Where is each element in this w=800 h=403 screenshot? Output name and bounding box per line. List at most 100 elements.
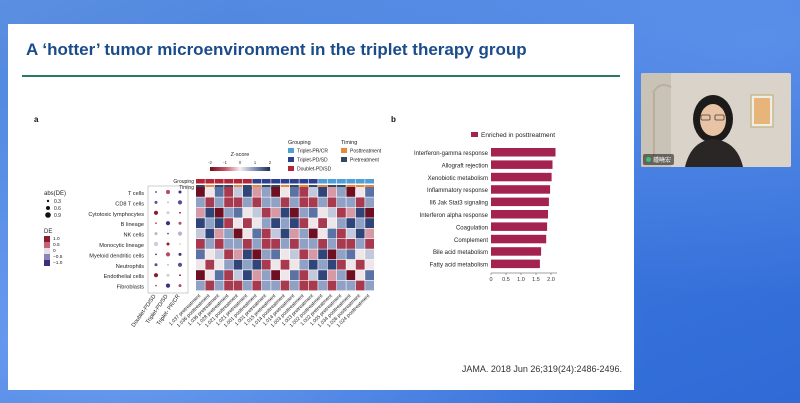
- heatmap-cell: [280, 280, 290, 291]
- zscore-tick-label: 0: [239, 160, 242, 165]
- heatmap-cell: [271, 239, 280, 249]
- de-dot: [165, 252, 171, 257]
- heatmap-cell: [196, 187, 205, 197]
- heatmap-cell: [365, 228, 374, 239]
- heatmap-cell: [214, 239, 224, 249]
- heatmap-cell: [365, 270, 374, 280]
- grouping-annotation-cell: [205, 179, 215, 184]
- heatmap-cell: [365, 207, 374, 218]
- de-tick-label: 0.5: [53, 242, 60, 248]
- heatmap-cell: [346, 259, 356, 270]
- bar: [491, 148, 556, 157]
- heatmap-cell: [318, 218, 327, 228]
- zscore-gradient-segment: [226, 167, 229, 171]
- zscore-gradient-segment: [235, 167, 238, 171]
- heatmap-cell: [308, 187, 318, 197]
- heatmap-cell: [252, 270, 262, 280]
- grouping-annotation-cell: [261, 179, 271, 184]
- heatmap-cell: [252, 239, 262, 249]
- participant-name: 鍾曉宏: [653, 158, 672, 164]
- heatmap-cell: [290, 280, 299, 291]
- heatmap-cell: [280, 249, 290, 260]
- webcam-tile[interactable]: 鍾曉宏: [641, 73, 791, 167]
- heatmap-cell: [271, 218, 280, 228]
- heatmap-figure: Z-score -2 -1 0 1 2 Grouping Triplet-PR/CR Tripl…: [44, 140, 382, 329]
- heatmap-cell: [214, 249, 224, 260]
- heatmap-cell: [365, 218, 374, 228]
- bar: [491, 210, 548, 219]
- zscore-gradient-segment: [255, 167, 257, 171]
- heatmap-cell: [327, 249, 337, 260]
- de-gradient-segment: [44, 260, 50, 266]
- de-dot: [177, 231, 183, 236]
- heatmap-cell: [224, 207, 233, 218]
- heatmap-cell: [355, 197, 365, 208]
- heatmap-cell: [365, 187, 374, 197]
- heatmap-row-label: T cells: [128, 191, 144, 197]
- zscore-gradient-segment: [214, 167, 217, 171]
- heatmap-cell: [261, 228, 271, 239]
- heatmap-cell: [233, 249, 243, 260]
- grouping-annotation-cell: [327, 179, 337, 184]
- bar-category-label: Complement: [454, 238, 488, 244]
- heatmap-cell: [252, 197, 262, 208]
- heatmap-cell: [318, 197, 327, 208]
- heatmap-cell: [299, 280, 309, 291]
- zscore-gradient-segment: [250, 167, 253, 171]
- de-dot: [155, 222, 157, 225]
- bar-category-label: Bile acid metabolism: [433, 250, 488, 256]
- bar: [491, 160, 553, 169]
- heatmap-cell: [280, 207, 290, 218]
- heatmap-cell: [196, 239, 205, 249]
- dot-matrix-frame: [147, 185, 189, 294]
- de-dot: [179, 243, 181, 245]
- zscore-gradient-segment: [262, 167, 265, 171]
- de-dot: [165, 189, 171, 195]
- zscore-gradient-segment: [217, 167, 220, 171]
- heatmap-cell: [205, 239, 215, 249]
- zscore-gradient-segment: [231, 167, 233, 171]
- heatmap-cell: [337, 280, 346, 291]
- heatmap-cell: [261, 187, 271, 197]
- heatmap-cell: [252, 187, 262, 197]
- timing-legend-label: Posttreatment: [350, 149, 382, 155]
- zscore-gradient-segment: [223, 167, 226, 171]
- heatmap-cell: [196, 259, 205, 270]
- heatmap-cell: [214, 218, 224, 228]
- de-gradient-segment: [44, 236, 50, 242]
- heatmap-cell: [318, 259, 327, 270]
- zscore-gradient-segment: [211, 167, 214, 171]
- zscore-gradient-segment: [259, 167, 262, 171]
- de-dot: [167, 263, 169, 266]
- heatmap-cell: [205, 270, 215, 280]
- de-dot: [153, 210, 159, 215]
- de-gradient-segment: [44, 242, 50, 248]
- heatmap-cell: [243, 197, 252, 208]
- heatmap-cell: [252, 280, 262, 291]
- de-tick-label: −1.0: [53, 260, 63, 266]
- panel-a-letter: a: [34, 115, 39, 124]
- zscore-gradient-segment: [264, 167, 266, 171]
- bar: [491, 259, 540, 269]
- bar-category-label: Coagulation: [456, 225, 488, 231]
- heatmap-cell: [318, 207, 327, 218]
- zscore-tick-label: 1: [254, 160, 257, 165]
- heatmap-cell: [337, 270, 346, 280]
- heatmap-row-labels: T cells CD8 T cells Cytotoxic lymphocytes B…: [88, 191, 144, 291]
- grouping-legend-label: Doublet-PD/SD: [297, 167, 332, 173]
- heatmap-cell: [346, 239, 356, 249]
- de-dot: [155, 191, 157, 193]
- de-tick-label: 0: [53, 248, 56, 254]
- grouping-legend-label: Triplet-PR/CR: [297, 149, 328, 155]
- heatmap-cell: [271, 280, 280, 291]
- citation-text: JAMA. 2018 Jun 26;319(24):2486-2496.: [461, 364, 622, 374]
- de-dot: [179, 274, 181, 277]
- heatmap-cell: [214, 187, 224, 197]
- de-dot: [166, 273, 170, 277]
- de-legend-title: DE: [44, 229, 52, 235]
- heatmap-cell: [327, 270, 337, 280]
- heatmap-row-label: Myeloid dendritic cells: [89, 253, 144, 259]
- heatmap-cell: [299, 197, 309, 208]
- zscore-gradient-segment: [258, 167, 260, 171]
- heatmap-cell: [233, 218, 243, 228]
